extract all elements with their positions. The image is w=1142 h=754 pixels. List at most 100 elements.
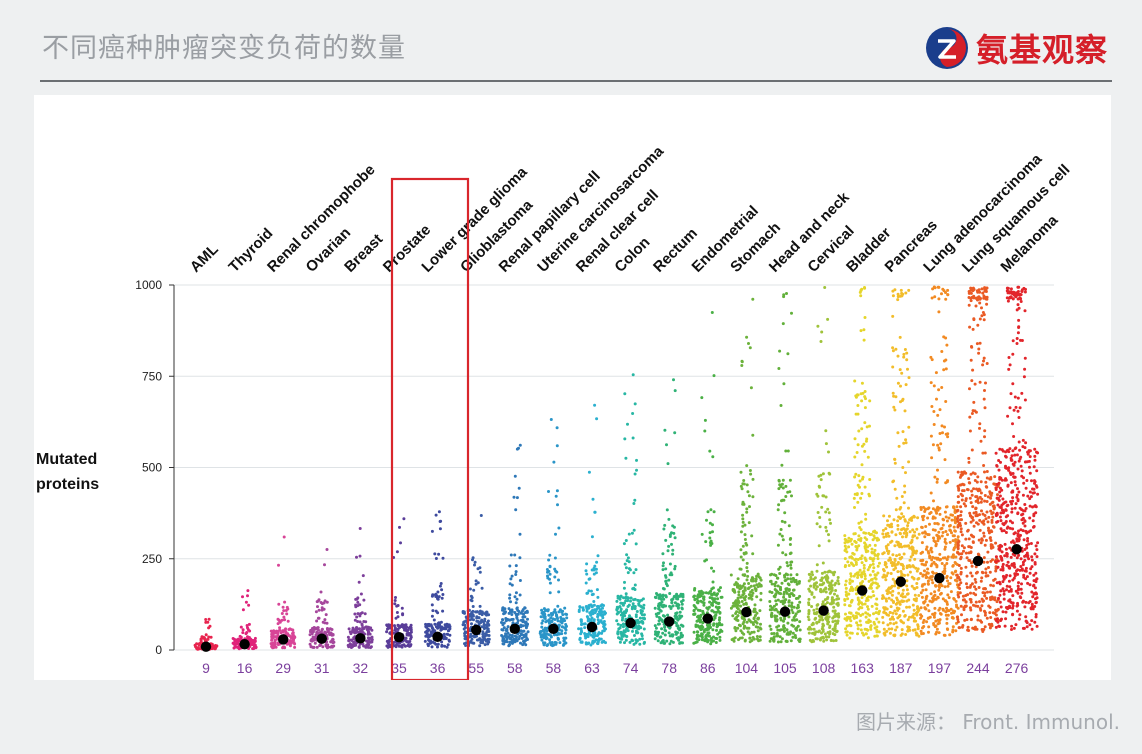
data-point [711, 580, 715, 584]
data-point [825, 616, 829, 620]
data-point [908, 570, 912, 574]
data-point [982, 534, 986, 538]
data-point [833, 570, 837, 574]
data-point [479, 640, 483, 644]
data-point [655, 630, 659, 634]
data-point [752, 584, 756, 588]
data-point [849, 574, 853, 578]
data-point [961, 594, 965, 598]
data-point [711, 586, 715, 590]
data-point [293, 635, 296, 639]
data-point [717, 606, 721, 610]
data-point [943, 564, 947, 568]
data-point [892, 561, 896, 565]
data-point [501, 608, 504, 612]
data-point [584, 605, 588, 608]
data-point [945, 627, 949, 631]
data-point [632, 571, 636, 575]
data-point [960, 498, 964, 502]
data-point [759, 627, 763, 631]
data-point [715, 624, 719, 628]
data-point [705, 518, 708, 522]
data-point [983, 451, 987, 455]
data-point [904, 535, 908, 539]
median-label: 58 [546, 660, 562, 676]
data-point [910, 584, 914, 588]
data-point [249, 640, 253, 644]
data-point [824, 578, 828, 581]
data-point [985, 596, 989, 600]
data-point [657, 602, 661, 606]
data-point [587, 470, 591, 474]
data-point [602, 639, 606, 643]
data-point [323, 621, 327, 625]
data-point [973, 409, 977, 413]
data-point [821, 561, 825, 565]
data-point [991, 558, 994, 562]
data-point [887, 586, 891, 590]
data-point [941, 607, 945, 611]
data-point [990, 543, 994, 547]
median-marker [779, 606, 791, 617]
data-point [540, 608, 544, 612]
data-point [980, 509, 983, 513]
data-point [859, 294, 863, 298]
data-point [813, 576, 817, 580]
data-point [714, 641, 718, 644]
data-point [1000, 478, 1004, 482]
data-point [940, 534, 944, 538]
data-point [362, 620, 366, 623]
data-point [517, 486, 521, 490]
data-point [775, 618, 779, 622]
data-point [820, 631, 823, 635]
data-point [656, 639, 660, 643]
data-point [864, 512, 868, 516]
data-point [206, 637, 210, 641]
data-point [846, 597, 850, 601]
data-point [557, 578, 560, 582]
data-point [470, 613, 474, 617]
data-point [245, 624, 249, 627]
data-point [741, 584, 745, 588]
data-point [934, 542, 938, 546]
data-point [984, 567, 988, 571]
data-point [948, 524, 952, 527]
data-point [743, 625, 747, 628]
data-point [899, 288, 903, 292]
data-point [353, 612, 357, 616]
data-point [325, 600, 329, 604]
median-marker [548, 623, 559, 635]
data-point [548, 572, 552, 576]
data-point [887, 549, 891, 553]
data-point [844, 612, 847, 616]
data-point [695, 640, 699, 644]
data-point [778, 349, 782, 353]
data-point [560, 629, 564, 633]
data-point [741, 500, 745, 504]
data-point [712, 591, 716, 595]
data-point [994, 560, 998, 564]
data-point [863, 421, 867, 425]
data-point [864, 615, 868, 619]
data-point [524, 632, 528, 636]
data-point [540, 638, 544, 642]
data-point [936, 413, 940, 417]
data-point [659, 641, 663, 645]
data-point [845, 630, 849, 634]
data-point [896, 541, 900, 545]
data-point [370, 635, 374, 639]
data-point [740, 600, 744, 603]
data-point [933, 475, 937, 479]
data-point [893, 609, 897, 613]
data-point [863, 541, 867, 545]
data-point [674, 616, 678, 620]
data-point [603, 611, 607, 615]
data-point [638, 625, 642, 629]
data-point [787, 604, 791, 608]
data-point [677, 638, 681, 642]
data-point [903, 614, 907, 618]
data-point [657, 606, 661, 610]
data-point [968, 496, 972, 500]
data-point [861, 612, 865, 616]
data-point [945, 606, 948, 610]
